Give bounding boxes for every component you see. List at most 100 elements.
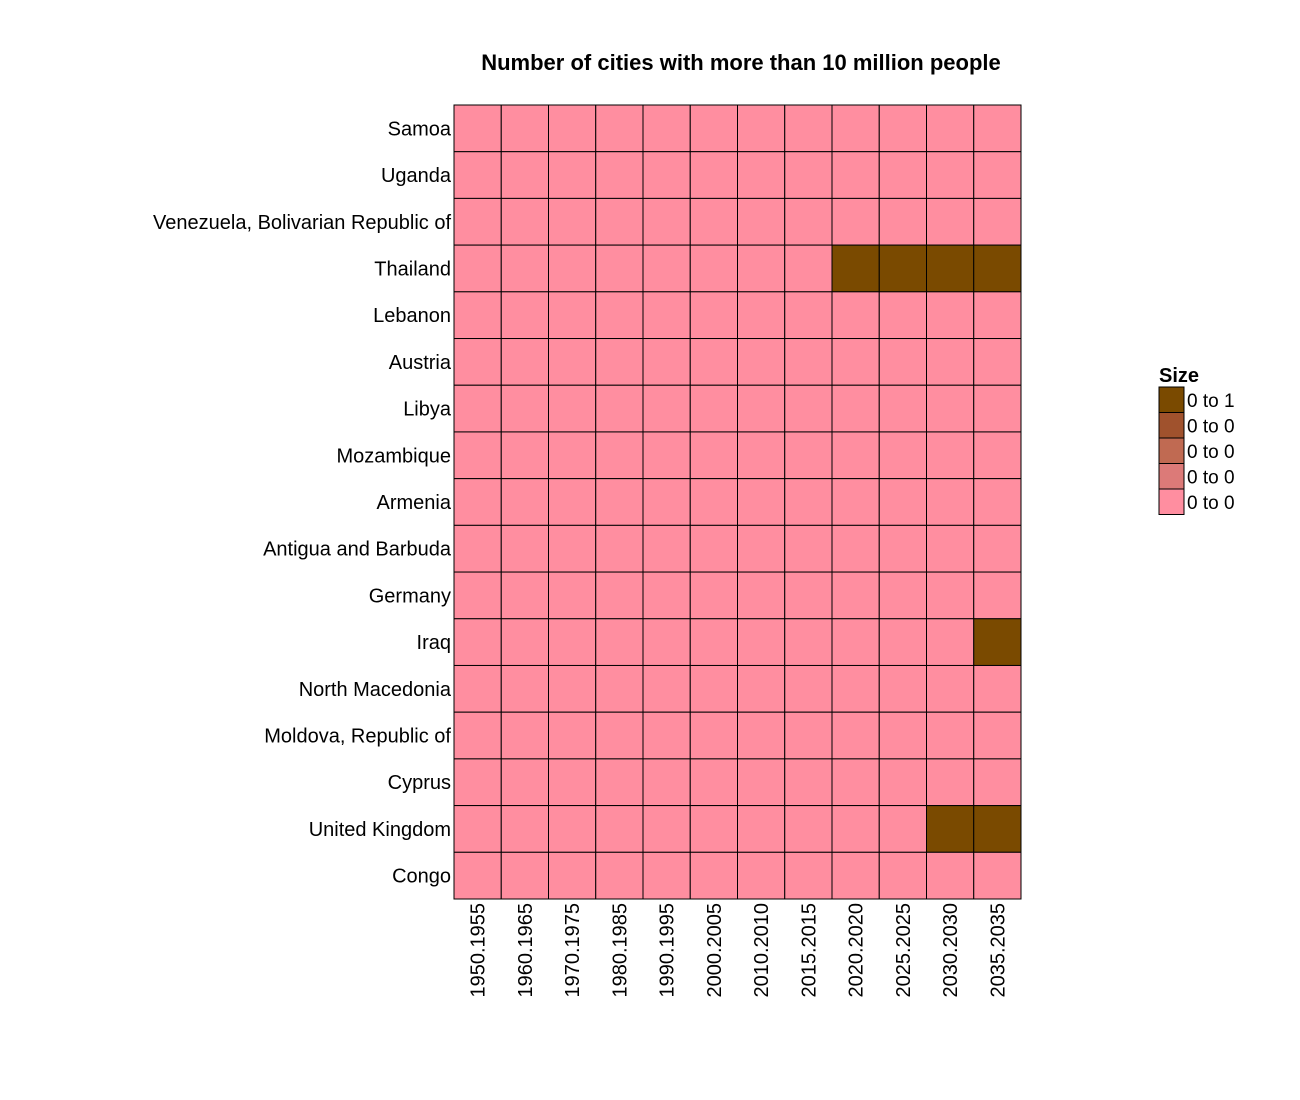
row-label: Armenia bbox=[377, 492, 452, 514]
heatmap-cell bbox=[642, 851, 691, 900]
legend-label: 0 to 1 bbox=[1187, 391, 1235, 412]
heatmap-cell bbox=[689, 151, 738, 199]
row-labels: Samoa Uganda Venezuela, Bolivarian Republi… bbox=[153, 118, 452, 887]
heatmap-cell bbox=[595, 197, 644, 246]
heatmap-cell bbox=[548, 104, 597, 153]
heatmap-cell bbox=[784, 618, 833, 666]
row-label: Lebanon bbox=[373, 305, 451, 327]
heatmap-cell bbox=[453, 805, 502, 853]
heatmap-cell bbox=[689, 291, 738, 340]
column-label: 2020.2020 bbox=[846, 903, 868, 998]
heatmap-cell bbox=[642, 431, 691, 480]
heatmap-cell bbox=[737, 571, 786, 620]
heatmap-cell bbox=[973, 151, 1022, 199]
heatmap-cell bbox=[548, 431, 597, 480]
heatmap-cell bbox=[831, 384, 880, 433]
heatmap-cell bbox=[500, 758, 549, 807]
heatmap-cell bbox=[642, 104, 691, 153]
heatmap-cell bbox=[453, 618, 502, 666]
legend-swatch bbox=[1158, 412, 1185, 439]
heatmap-cell bbox=[831, 291, 880, 340]
heatmap-cell bbox=[737, 338, 786, 386]
row-label: Germany bbox=[369, 585, 451, 607]
heatmap-cell bbox=[878, 244, 927, 293]
heatmap-cell bbox=[878, 151, 927, 199]
heatmap-cell bbox=[453, 431, 502, 480]
column-label: 2025.2025 bbox=[893, 903, 915, 998]
heatmap-cell bbox=[500, 291, 549, 340]
legend-items: 0 to 1 0 to 0 0 to 0 0 to 0 0 to 0 bbox=[1158, 386, 1235, 515]
heatmap-cell bbox=[784, 291, 833, 340]
heatmap-cell bbox=[595, 571, 644, 620]
heatmap-cell bbox=[548, 524, 597, 573]
heatmap-cell bbox=[500, 711, 549, 760]
heatmap-cell bbox=[926, 851, 975, 900]
heatmap-cell bbox=[784, 478, 833, 526]
heatmap-cell bbox=[689, 711, 738, 760]
heatmap-cell bbox=[926, 758, 975, 807]
heatmap-cell bbox=[878, 291, 927, 340]
heatmap-cell bbox=[689, 805, 738, 853]
legend-label: 0 to 0 bbox=[1187, 493, 1235, 514]
heatmap-cell bbox=[595, 618, 644, 666]
row-label: United Kingdom bbox=[309, 819, 451, 841]
heatmap-cell bbox=[453, 384, 502, 433]
heatmap-cell bbox=[784, 805, 833, 853]
heatmap-cell bbox=[737, 104, 786, 153]
heatmap-cell bbox=[784, 851, 833, 900]
heatmap-cell bbox=[642, 338, 691, 386]
heatmap-cell bbox=[926, 618, 975, 666]
heatmap-cell bbox=[926, 478, 975, 526]
heatmap-cell bbox=[784, 431, 833, 480]
heatmap-cell bbox=[737, 478, 786, 526]
heatmap-cell bbox=[737, 524, 786, 573]
heatmap-cells bbox=[453, 104, 1022, 900]
heatmap-cell bbox=[973, 805, 1022, 853]
heatmap-cell bbox=[784, 338, 833, 386]
heatmap-cell bbox=[784, 197, 833, 246]
heatmap-cell bbox=[595, 664, 644, 713]
heatmap-cell bbox=[831, 197, 880, 246]
heatmap-cell bbox=[453, 664, 502, 713]
heatmap-cell bbox=[737, 805, 786, 853]
heatmap-cell bbox=[548, 384, 597, 433]
heatmap-cell bbox=[878, 618, 927, 666]
heatmap-cell bbox=[548, 711, 597, 760]
row-label: Venezuela, Bolivarian Republic of bbox=[153, 212, 451, 234]
heatmap-cell bbox=[548, 664, 597, 713]
heatmap-cell bbox=[973, 478, 1022, 526]
heatmap-cell bbox=[878, 524, 927, 573]
heatmap-cell bbox=[784, 664, 833, 713]
heatmap-cell bbox=[737, 664, 786, 713]
heatmap-cell bbox=[878, 104, 927, 153]
row-label: Antigua and Barbuda bbox=[263, 539, 452, 561]
heatmap-cell bbox=[737, 851, 786, 900]
heatmap-cell bbox=[737, 244, 786, 293]
heatmap-cell bbox=[689, 384, 738, 433]
row-label: Congo bbox=[392, 866, 451, 888]
heatmap-cell bbox=[548, 851, 597, 900]
heatmap-cell bbox=[784, 384, 833, 433]
column-label: 1950.1955 bbox=[468, 903, 490, 998]
legend-title: Size bbox=[1159, 365, 1199, 387]
heatmap-cell bbox=[973, 571, 1022, 620]
heatmap-cell bbox=[642, 244, 691, 293]
heatmap-cell bbox=[642, 618, 691, 666]
heatmap-cell bbox=[595, 431, 644, 480]
heatmap-cell bbox=[595, 151, 644, 199]
column-label: 1980.1985 bbox=[609, 903, 631, 998]
heatmap-cell bbox=[595, 104, 644, 153]
heatmap-cell bbox=[500, 197, 549, 246]
legend-swatch bbox=[1158, 386, 1185, 413]
heatmap-cell bbox=[926, 151, 975, 199]
heatmap-cell bbox=[689, 618, 738, 666]
heatmap-cell bbox=[642, 524, 691, 573]
heatmap-cell bbox=[689, 104, 738, 153]
heatmap-cell bbox=[973, 338, 1022, 386]
heatmap-cell bbox=[595, 478, 644, 526]
heatmap-cell bbox=[926, 291, 975, 340]
heatmap-cell bbox=[689, 851, 738, 900]
row-label: Moldova, Republic of bbox=[264, 726, 451, 748]
heatmap-cell bbox=[548, 571, 597, 620]
heatmap-cell bbox=[500, 338, 549, 386]
